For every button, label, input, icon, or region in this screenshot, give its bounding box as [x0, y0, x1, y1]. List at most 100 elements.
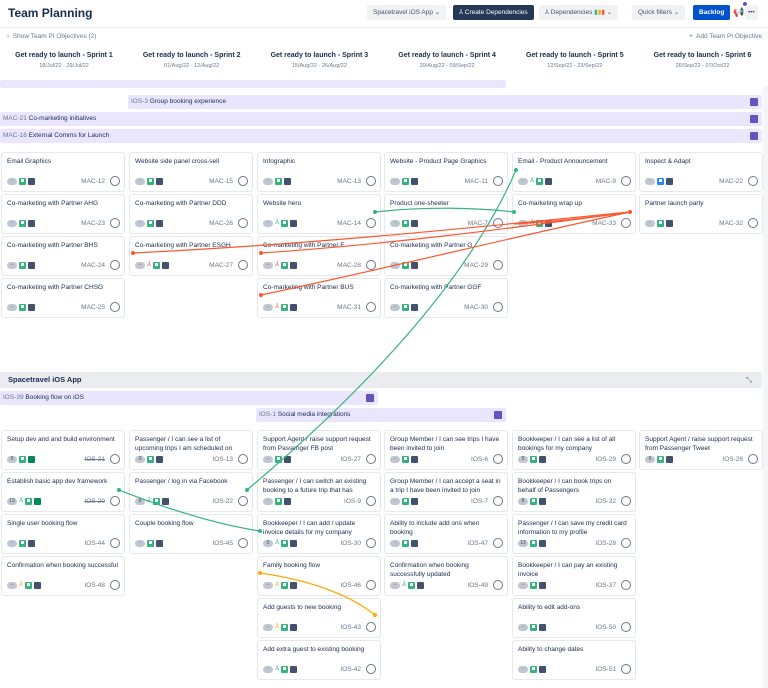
avatar-icon[interactable] [238, 454, 248, 464]
avatar-icon[interactable] [238, 496, 248, 506]
issue-card[interactable]: Bookkeeper / I can see a list of all boo… [512, 430, 636, 470]
issue-key[interactable]: IOS-13 [212, 455, 233, 463]
avatar-icon[interactable] [621, 580, 631, 590]
avatar-icon[interactable] [493, 496, 503, 506]
issue-key[interactable]: MAC-9 [595, 177, 616, 185]
issue-key[interactable]: IOS-43 [340, 623, 361, 631]
avatar-icon[interactable] [366, 260, 376, 270]
epic-bar[interactable]: IOS-39 Booking flow on iOS [0, 391, 378, 405]
issue-card[interactable]: Group Member / I can see trips I have be… [384, 430, 508, 470]
issue-key[interactable]: IOS-7 [471, 497, 488, 505]
issue-card[interactable]: Co-marketing with Partner CHSG - MAC-25 [1, 278, 125, 318]
issue-key[interactable]: IOS-27 [340, 455, 361, 463]
avatar-icon[interactable] [366, 496, 376, 506]
issue-key[interactable]: IOS-44 [84, 539, 105, 547]
avatar-icon[interactable] [621, 622, 631, 632]
avatar-icon[interactable] [238, 218, 248, 228]
issue-key[interactable]: MAC-7 [467, 219, 488, 227]
epic-bar[interactable]: MAC-16 External Comms for Launch [0, 129, 762, 143]
issue-key[interactable]: IOS-6 [471, 455, 488, 463]
dependency-icon[interactable]: ⅄ [275, 261, 280, 268]
avatar-icon[interactable] [493, 538, 503, 548]
issue-card[interactable]: Couple booking flow - IOS-45 [129, 514, 253, 554]
dependency-icon[interactable]: ⅄ [530, 219, 535, 226]
issue-key[interactable]: IOS-29 [595, 455, 616, 463]
avatar-icon[interactable] [366, 664, 376, 674]
issue-card[interactable]: Passenger / log in via Facebook 8 ⅄ IOS-… [129, 472, 253, 512]
issue-card[interactable]: Confirmation when booking successfully u… [384, 556, 508, 596]
quick-filters-dropdown[interactable]: Quick filters ⌄ [632, 5, 686, 20]
issue-key[interactable]: MAC-24 [81, 261, 105, 269]
dependency-icon[interactable]: ⅄ [147, 497, 152, 504]
issue-card[interactable]: Ability to edit add-ons - IOS-50 [512, 598, 636, 638]
issue-card[interactable]: Inspect & Adapt - MAC-22 [639, 152, 763, 192]
issue-card[interactable]: Add extra guest to existing booking - ⅄ … [257, 640, 381, 680]
issue-card[interactable]: Email - Product Announcement - ⅄ MAC-9 [512, 152, 636, 192]
avatar-icon[interactable] [238, 538, 248, 548]
issue-key[interactable]: MAC-23 [81, 219, 105, 227]
issue-key[interactable]: MAC-26 [209, 219, 233, 227]
avatar-icon[interactable] [493, 454, 503, 464]
issue-card[interactable]: Passenger / I can see a list of upcoming… [129, 430, 253, 470]
issue-key[interactable]: MAC-15 [209, 177, 233, 185]
avatar-icon[interactable] [621, 496, 631, 506]
issue-card[interactable]: Single user booking flow - IOS-44 [1, 514, 125, 554]
issue-key[interactable]: IOS-30 [340, 539, 361, 547]
avatar-icon[interactable] [366, 580, 376, 590]
dependency-icon[interactable]: ⅄ [275, 539, 280, 546]
epic-bar[interactable]: IOS-3 Group booking experience [128, 95, 762, 109]
issue-card[interactable]: Ability to include add ons when booking … [384, 514, 508, 554]
issue-key[interactable]: MAC-25 [81, 303, 105, 311]
avatar-icon[interactable] [238, 176, 248, 186]
avatar-icon[interactable] [493, 260, 503, 270]
dependency-icon[interactable]: ⅄ [19, 497, 24, 504]
issue-key[interactable]: IOS-51 [595, 665, 616, 673]
issue-card[interactable]: Support Agent / raise support request fr… [257, 430, 381, 470]
backlog-button[interactable]: Backlog [693, 5, 731, 20]
issue-key[interactable]: IOS-42 [340, 665, 361, 673]
issue-card[interactable]: Co-marketing with Partner BHS - MAC-24 [1, 236, 125, 276]
issue-key[interactable]: MAC-12 [81, 177, 105, 185]
avatar-icon[interactable] [493, 218, 503, 228]
dependency-icon[interactable]: ⅄ [530, 177, 535, 184]
epic-bar[interactable]: MAC-21 Co-marketing initiatives [0, 112, 762, 126]
avatar-icon[interactable] [366, 538, 376, 548]
issue-key[interactable]: IOS-47 [467, 539, 488, 547]
issue-key[interactable]: MAC-31 [337, 303, 361, 311]
avatar-icon[interactable] [366, 176, 376, 186]
issue-key[interactable]: IOS-26 [722, 455, 743, 463]
create-dependencies-button[interactable]: ⅄ Create Dependencies [453, 5, 534, 20]
issue-card[interactable]: Co-marketing with Partner ESGH - ⅄ MAC-2… [129, 236, 253, 276]
avatar-icon[interactable] [110, 260, 120, 270]
issue-card[interactable]: Co-marketing with Partner GGF - MAC-30 [384, 278, 508, 318]
add-objective-button[interactable]: + Add Team PI Objective [688, 33, 762, 40]
issue-card[interactable]: Bookkeeper / I can book trips on behalf … [512, 472, 636, 512]
issue-card[interactable]: Co-marketing wrap up - ⅄ MAC-33 [512, 194, 636, 234]
issue-card[interactable]: Bookkeeper / I can pay an existing invoi… [512, 556, 636, 596]
issue-key[interactable]: IOS-48 [84, 581, 105, 589]
issue-card[interactable]: Passenger / I can switch an existing boo… [257, 472, 381, 512]
issue-key[interactable]: IOS-9 [344, 497, 361, 505]
issue-key[interactable]: MAC-22 [719, 177, 743, 185]
avatar-icon[interactable] [110, 454, 120, 464]
issue-key[interactable]: MAC-32 [719, 219, 743, 227]
issue-key[interactable]: IOS-20 [84, 497, 105, 505]
issue-card[interactable]: Support Agent / raise support request fr… [639, 430, 763, 470]
issue-key[interactable]: IOS-21 [84, 455, 105, 463]
dependencies-dropdown[interactable]: ⅄ Dependencies ▮▮▮ ⌄ [539, 5, 619, 20]
issue-key[interactable]: MAC-29 [464, 261, 488, 269]
issue-card[interactable]: Co-marketing with Partner DDD - MAC-26 [129, 194, 253, 234]
issue-key[interactable]: IOS-37 [595, 581, 616, 589]
avatar-icon[interactable] [621, 454, 631, 464]
issue-key[interactable]: MAC-13 [337, 177, 361, 185]
issue-key[interactable]: MAC-30 [464, 303, 488, 311]
avatar-icon[interactable] [748, 454, 758, 464]
issue-card[interactable]: Family booking flow - ⅄ IOS-46 [257, 556, 381, 596]
avatar-icon[interactable] [110, 496, 120, 506]
issue-card[interactable]: Ability to change dates - IOS-51 [512, 640, 636, 680]
dependency-icon[interactable]: ⅄ [275, 581, 280, 588]
issue-card[interactable]: Passenger / I can save my credit card in… [512, 514, 636, 554]
avatar-icon[interactable] [110, 580, 120, 590]
avatar-icon[interactable] [238, 260, 248, 270]
issue-key[interactable]: MAC-28 [337, 261, 361, 269]
